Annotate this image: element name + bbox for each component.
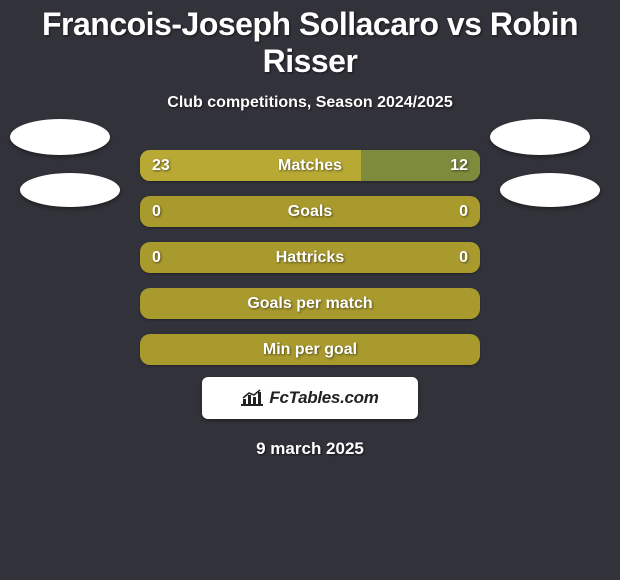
bar-label: Goals per match (140, 295, 480, 313)
page-title: Francois-Joseph Sollacaro vs Robin Risse… (0, 0, 620, 80)
bar-label: Matches (140, 157, 480, 175)
badge-text: FcTables.com (269, 388, 378, 408)
site-badge: FcTables.com (202, 377, 418, 419)
avatar (490, 119, 590, 155)
bar-label: Min per goal (140, 341, 480, 359)
avatar (20, 173, 120, 207)
stat-bar: 00Goals (140, 196, 480, 227)
chart-icon (241, 389, 263, 407)
avatar (10, 119, 110, 155)
date-text: 9 march 2025 (0, 439, 620, 459)
bar-label: Hattricks (140, 249, 480, 267)
subtitle: Club competitions, Season 2024/2025 (0, 94, 620, 112)
bar-label: Goals (140, 203, 480, 221)
stat-bar: Goals per match (140, 288, 480, 319)
stat-bar: 2312Matches (140, 150, 480, 181)
stat-bar: 00Hattricks (140, 242, 480, 273)
stat-bar: Min per goal (140, 334, 480, 365)
avatar (500, 173, 600, 207)
